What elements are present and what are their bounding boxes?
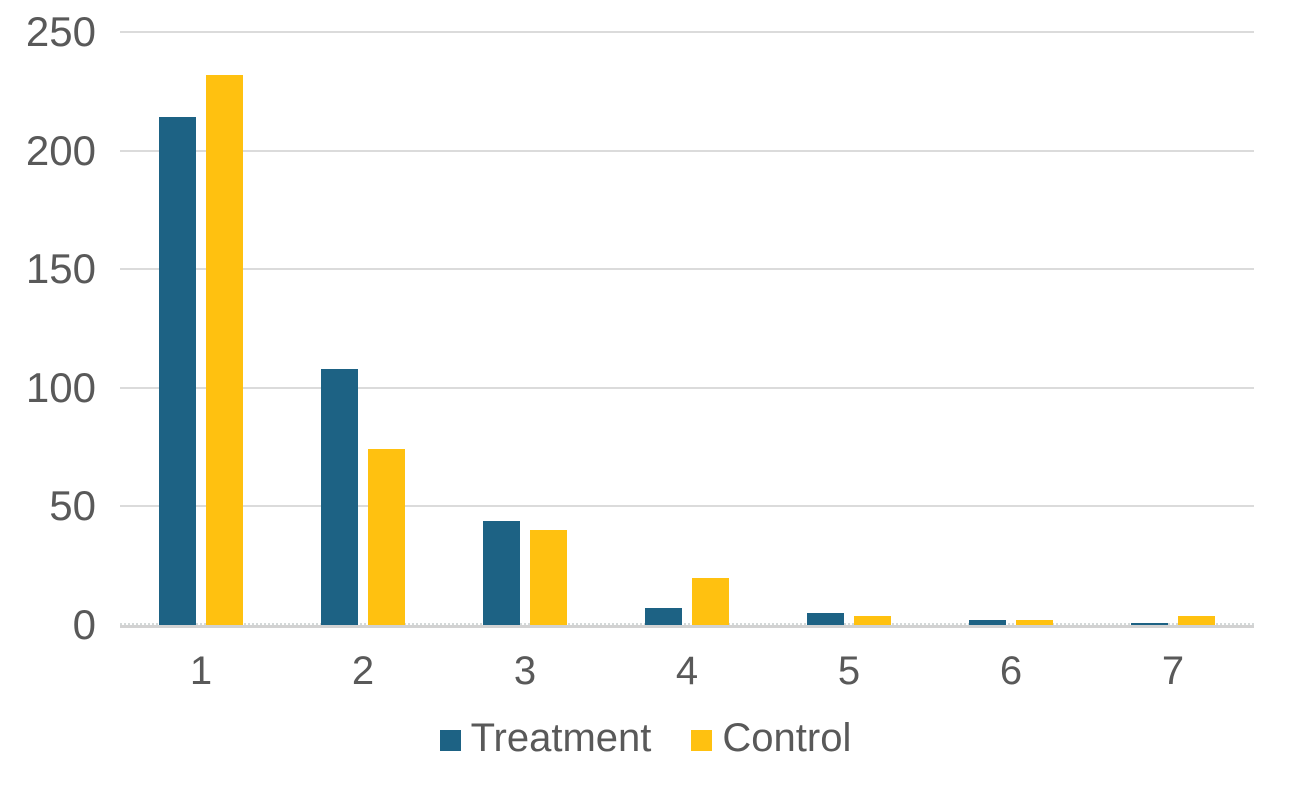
bar-treatment-4	[645, 608, 682, 625]
gridline-250	[120, 31, 1254, 33]
x-tick-label-7: 7	[1161, 649, 1185, 693]
bar-control-3	[530, 530, 567, 625]
bar-control-2	[368, 449, 405, 625]
y-tick-label-50: 50	[49, 482, 96, 530]
x-tick-label-1: 1	[189, 649, 213, 693]
x-tick-label-6: 6	[999, 649, 1023, 693]
bar-treatment-5	[807, 613, 844, 625]
bar-treatment-1	[159, 117, 196, 625]
gridline-150	[120, 268, 1254, 271]
bar-treatment-2	[321, 368, 358, 625]
bar-control-4	[692, 577, 729, 625]
gridline-50	[120, 505, 1254, 508]
x-tick-label-3: 3	[513, 649, 537, 693]
legend: Treatment Control	[0, 714, 1291, 762]
treatment-swatch-icon	[439, 729, 461, 751]
y-tick-label-0: 0	[72, 601, 96, 648]
x-tick-label-2: 2	[351, 649, 375, 693]
plot-area	[120, 31, 1254, 628]
x-tick-label-5: 5	[837, 649, 861, 693]
bar-control-6	[1016, 620, 1053, 625]
y-tick-label-150: 150	[25, 245, 96, 293]
legend-item-treatment: Treatment	[439, 714, 652, 762]
legend-item-control: Control	[691, 714, 851, 762]
bar-treatment-7	[1131, 622, 1168, 625]
x-axis-line	[120, 623, 1254, 628]
x-tick-label-4: 4	[675, 649, 699, 693]
bar-control-5	[854, 615, 891, 625]
y-tick-label-200: 200	[25, 126, 96, 174]
legend-label-treatment: Treatment	[470, 716, 652, 760]
gridline-100	[120, 386, 1254, 389]
y-tick-label-250: 250	[25, 8, 96, 55]
bar-control-7	[1178, 615, 1215, 625]
bar-treatment-3	[483, 520, 520, 625]
gridline-200	[120, 149, 1254, 152]
y-tick-label-100: 100	[25, 363, 96, 411]
bar-control-1	[206, 74, 243, 625]
control-swatch-icon	[691, 729, 713, 751]
bar-treatment-6	[969, 620, 1006, 625]
legend-label-control: Control	[722, 716, 852, 760]
